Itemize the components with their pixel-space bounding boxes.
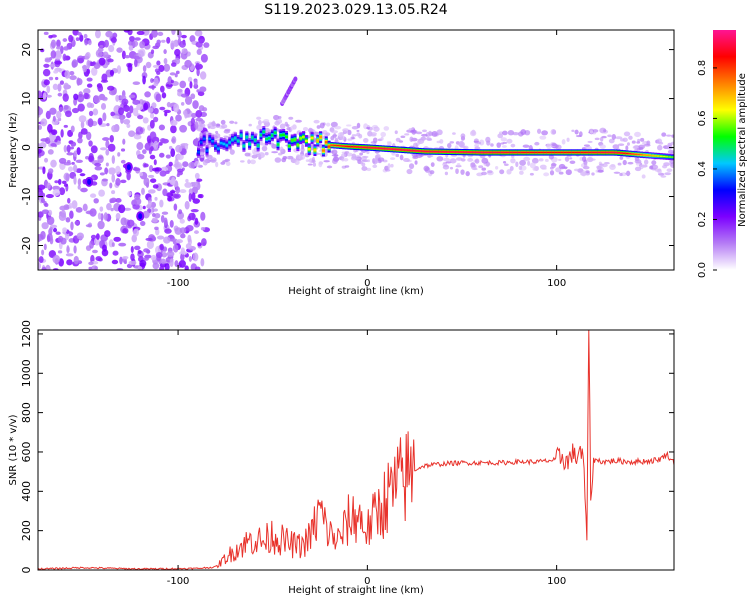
- colorbar: 0.0 0.2 0.4 0.6 0.8 Normalized spectral ampli…: [697, 30, 748, 278]
- x-axis-label: Height of straight line (km): [288, 286, 424, 297]
- x-axis-label: Height of straight line (km): [288, 585, 424, 596]
- x-tick-label: -100: [167, 576, 190, 587]
- y-tick-label: 0: [20, 567, 33, 574]
- x-tick-label: 0: [364, 576, 370, 587]
- y-tick-label: 10: [20, 92, 33, 106]
- colorbar-label: Normalized spectral amplitude: [737, 73, 748, 227]
- x-tick-label: -100: [167, 278, 190, 289]
- x-tick-label: 100: [547, 576, 566, 587]
- colorbar-tick-label: 0.2: [697, 212, 708, 228]
- y-axis-label: SNR (10 * v/v): [8, 414, 19, 485]
- y-tick-label: 1000: [20, 359, 33, 387]
- y-tick-label: 20: [20, 43, 33, 57]
- y-tick-label: 800: [20, 402, 33, 423]
- snr-frame: [37, 329, 675, 571]
- spectrogram-frame: [37, 29, 675, 271]
- chart-title: S119.2023.029.13.05.R24: [264, 2, 448, 18]
- y-tick-label: 200: [20, 520, 33, 541]
- colorbar-tick-label: 0.8: [697, 60, 708, 76]
- snr-series-line: [38, 330, 674, 570]
- y-axis-label: Frequency (Hz): [8, 112, 19, 188]
- colorbar-tick-label: 0.0: [697, 262, 708, 278]
- y-tick-label: 1200: [20, 320, 33, 348]
- y-tick-label: 0: [20, 144, 33, 151]
- y-tick-label: -20: [20, 237, 33, 255]
- spectrogram-image: [38, 30, 674, 270]
- x-tick-label: 100: [547, 278, 566, 289]
- colorbar-tick-label: 0.6: [697, 110, 708, 126]
- x-tick-label: 0: [364, 278, 370, 289]
- y-tick-label: 400: [20, 481, 33, 502]
- snr-plot-area: [38, 330, 674, 570]
- y-tick-label: 600: [20, 441, 33, 462]
- colorbar-tick-label: 0.4: [697, 161, 708, 177]
- y-tick-label: -10: [20, 188, 33, 206]
- colorbar-gradient: [713, 30, 736, 270]
